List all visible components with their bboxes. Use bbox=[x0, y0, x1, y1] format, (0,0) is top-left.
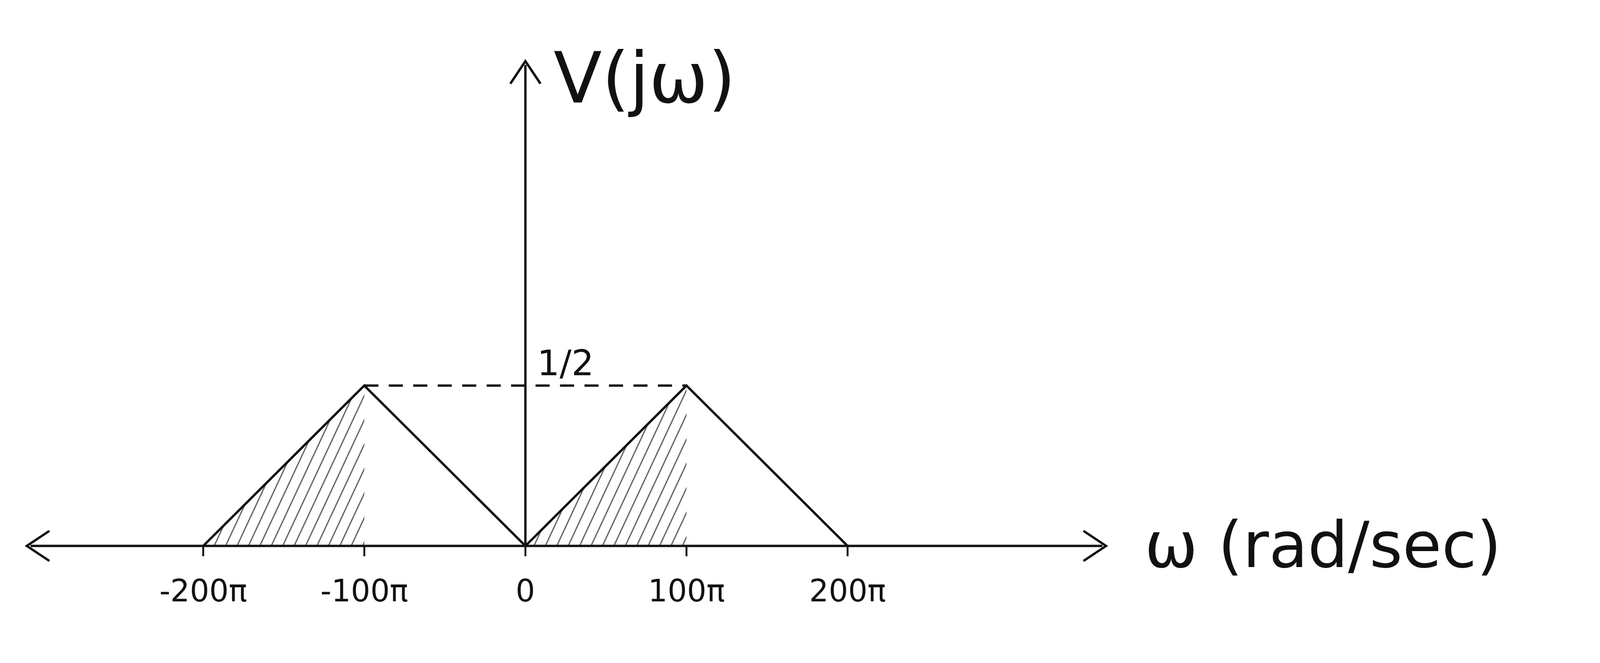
svg-text:200π: 200π bbox=[809, 573, 886, 609]
svg-text:V(jω): V(jω) bbox=[553, 37, 736, 120]
svg-text:-100π: -100π bbox=[320, 573, 409, 609]
svg-text:-200π: -200π bbox=[159, 573, 248, 609]
svg-text:0: 0 bbox=[515, 573, 535, 609]
svg-text:100π: 100π bbox=[648, 573, 725, 609]
svg-text:1/2: 1/2 bbox=[537, 342, 595, 384]
svg-text:ω (rad/sec): ω (rad/sec) bbox=[1144, 508, 1502, 583]
